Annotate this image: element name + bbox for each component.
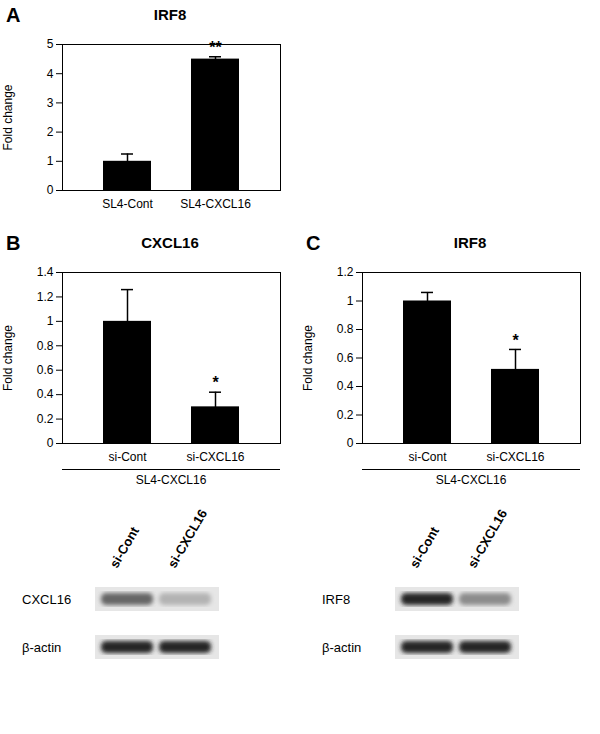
svg-text:5: 5: [47, 37, 54, 51]
svg-text:2: 2: [47, 125, 54, 139]
svg-text:0.6: 0.6: [337, 351, 354, 365]
svg-text:1: 1: [47, 154, 54, 168]
svg-text:**: **: [209, 39, 222, 56]
svg-text:*: *: [212, 374, 219, 391]
svg-text:0.4: 0.4: [37, 387, 54, 401]
html-text:B: B: [6, 232, 21, 254]
svg-text:β-actin: β-actin: [322, 640, 361, 655]
svg-text:0: 0: [47, 183, 54, 197]
svg-text:β-actin: β-actin: [22, 640, 61, 655]
html-text:IRF8: IRF8: [153, 6, 187, 23]
svg-text:Fold change: Fold change: [1, 84, 15, 150]
html-text:C: C: [306, 232, 321, 254]
svg-text:SL4-CXCL16: SL4-CXCL16: [180, 197, 251, 211]
html-text:SL4-CXCL16: SL4-CXCL16: [435, 473, 507, 487]
svg-text:si-CXCL16: si-CXCL16: [465, 507, 511, 571]
svg-text:0.2: 0.2: [337, 408, 354, 422]
svg-text:0.8: 0.8: [37, 339, 54, 353]
svg-text:si-CXCL16: si-CXCL16: [165, 507, 211, 571]
svg-text:si-CXCL16: si-CXCL16: [186, 450, 244, 464]
svg-text:si-Cont: si-Cont: [408, 450, 447, 464]
svg-text:0.6: 0.6: [37, 363, 54, 377]
svg-text:0: 0: [347, 436, 354, 450]
svg-text:1.2: 1.2: [37, 290, 54, 304]
svg-text:*: *: [512, 332, 519, 349]
html-text:CXCL16: CXCL16: [141, 234, 199, 251]
svg-text:0.4: 0.4: [337, 379, 354, 393]
svg-text:SL4-Cont: SL4-Cont: [102, 197, 153, 211]
svg-text:4: 4: [47, 67, 54, 81]
svg-text:Fold change: Fold change: [301, 325, 315, 391]
svg-text:1: 1: [47, 314, 54, 328]
html-text:A: A: [6, 4, 21, 26]
svg-text:1.4: 1.4: [37, 265, 54, 279]
html-text:IRF8: IRF8: [453, 234, 487, 251]
svg-text:CXCL16: CXCL16: [22, 592, 71, 607]
svg-text:Fold change: Fold change: [1, 325, 15, 391]
svg-text:1.2: 1.2: [337, 265, 354, 279]
svg-text:1: 1: [347, 294, 354, 308]
svg-text:0: 0: [47, 436, 54, 450]
svg-text:si-Cont: si-Cont: [407, 524, 443, 571]
svg-text:IRF8: IRF8: [322, 592, 350, 607]
svg-text:si-CXCL16: si-CXCL16: [486, 450, 544, 464]
svg-text:0.2: 0.2: [37, 412, 54, 426]
svg-text:si-Cont: si-Cont: [108, 450, 147, 464]
svg-text:3: 3: [47, 96, 54, 110]
svg-text:si-Cont: si-Cont: [107, 524, 143, 571]
html-text:SL4-CXCL16: SL4-CXCL16: [135, 473, 207, 487]
svg-text:0.8: 0.8: [337, 322, 354, 336]
